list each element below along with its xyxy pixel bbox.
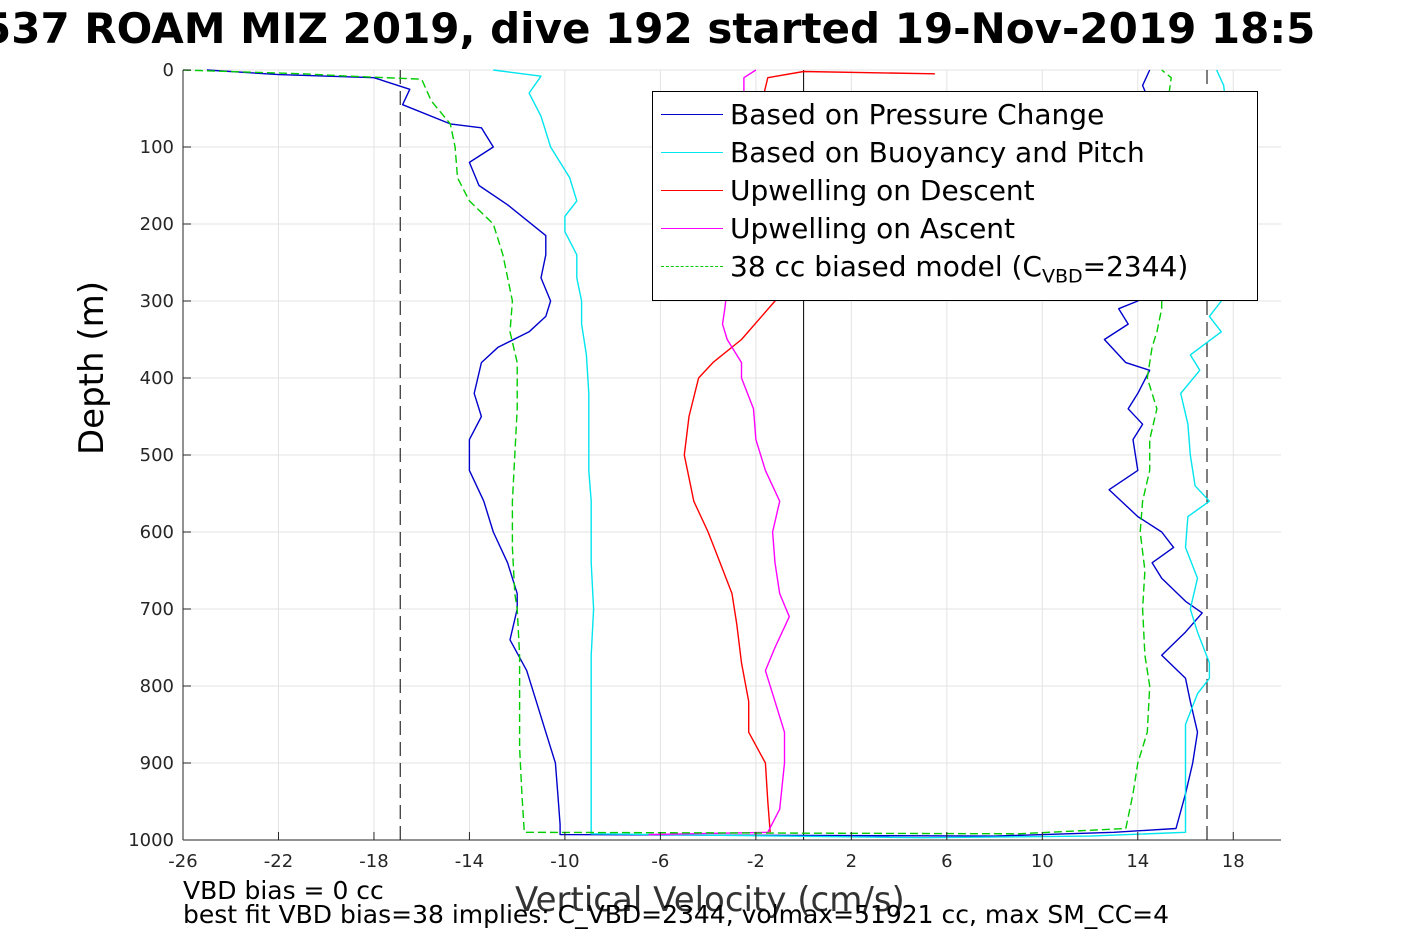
y-tick-label: 500 [140,445,174,466]
legend-swatch [661,152,723,153]
legend-label: 38 cc biased model (CVBD=2344) [730,250,1189,288]
x-tick-label: 2 [846,851,857,872]
series-line-4 [648,69,790,836]
x-tick-label: 18 [1222,851,1245,872]
x-tick-label: 10 [1031,851,1054,872]
x-tick-label: 14 [1126,851,1149,872]
x-axis-label: Vertical Velocity (cm/s) [515,880,905,920]
legend-label: Based on Pressure Change [730,98,1105,131]
x-tick-label: -10 [550,851,579,872]
x-tick-label: 6 [941,851,952,872]
footnote-vbd-bias: VBD bias = 0 cc [183,876,384,905]
y-tick-label: 300 [140,291,174,312]
y-axis-label: Depth (m) [72,280,112,455]
x-tick-label: -18 [359,851,388,872]
legend-swatch [661,266,723,267]
footnote-best-fit: best fit VBD bias=38 implies: C_VBD=2344… [183,900,1170,929]
legend-swatch [661,228,723,229]
legend-label: Upwelling on Ascent [730,212,1016,245]
series-line-2 [493,69,1258,839]
x-tick-label: -14 [455,851,484,872]
y-tick-label: 600 [140,522,174,543]
legend-swatch [661,114,723,115]
legend-entry-pressure-change: Based on Pressure Change [653,95,1257,133]
series-layer [182,69,1258,839]
legend-entry-upwelling-ascent: Upwelling on Ascent [653,209,1257,247]
legend-entry-biased-model: 38 cc biased model (CVBD=2344) [653,247,1257,288]
y-tick-label: 1000 [128,830,174,851]
legend-entry-buoyancy-pitch: Based on Buoyancy and Pitch [653,133,1257,171]
y-tick-label: 200 [140,214,174,235]
y-tick-label: 400 [140,368,174,389]
y-tick-label: 100 [140,137,174,158]
x-tick-label: -6 [651,851,669,872]
x-tick-label: -26 [168,851,197,872]
legend: Based on Pressure Change Based on Buoyan… [652,91,1258,301]
legend-swatch [661,190,723,191]
y-tick-label: 900 [140,753,174,774]
x-tick-label: -2 [747,851,765,872]
legend-label: Upwelling on Descent [730,174,1035,207]
series-line-5 [182,69,1172,835]
legend-entry-upwelling-descent: Upwelling on Descent [653,171,1257,209]
y-axis-ticks: 0 100 200 300 400 500 600 700 800 900 1000 [128,60,191,851]
x-tick-label: -22 [264,851,293,872]
y-tick-label: 0 [163,60,174,81]
legend-label: Based on Buoyancy and Pitch [730,136,1145,169]
y-tick-label: 700 [140,599,174,620]
chart-title: 537 ROAM MIZ 2019, dive 192 started 19-N… [0,4,1316,53]
x-axis-ticks: -26 -22 -18 -14 -10 -6 -2 2 6 10 14 18 [168,832,1245,872]
y-tick-label: 800 [140,676,174,697]
